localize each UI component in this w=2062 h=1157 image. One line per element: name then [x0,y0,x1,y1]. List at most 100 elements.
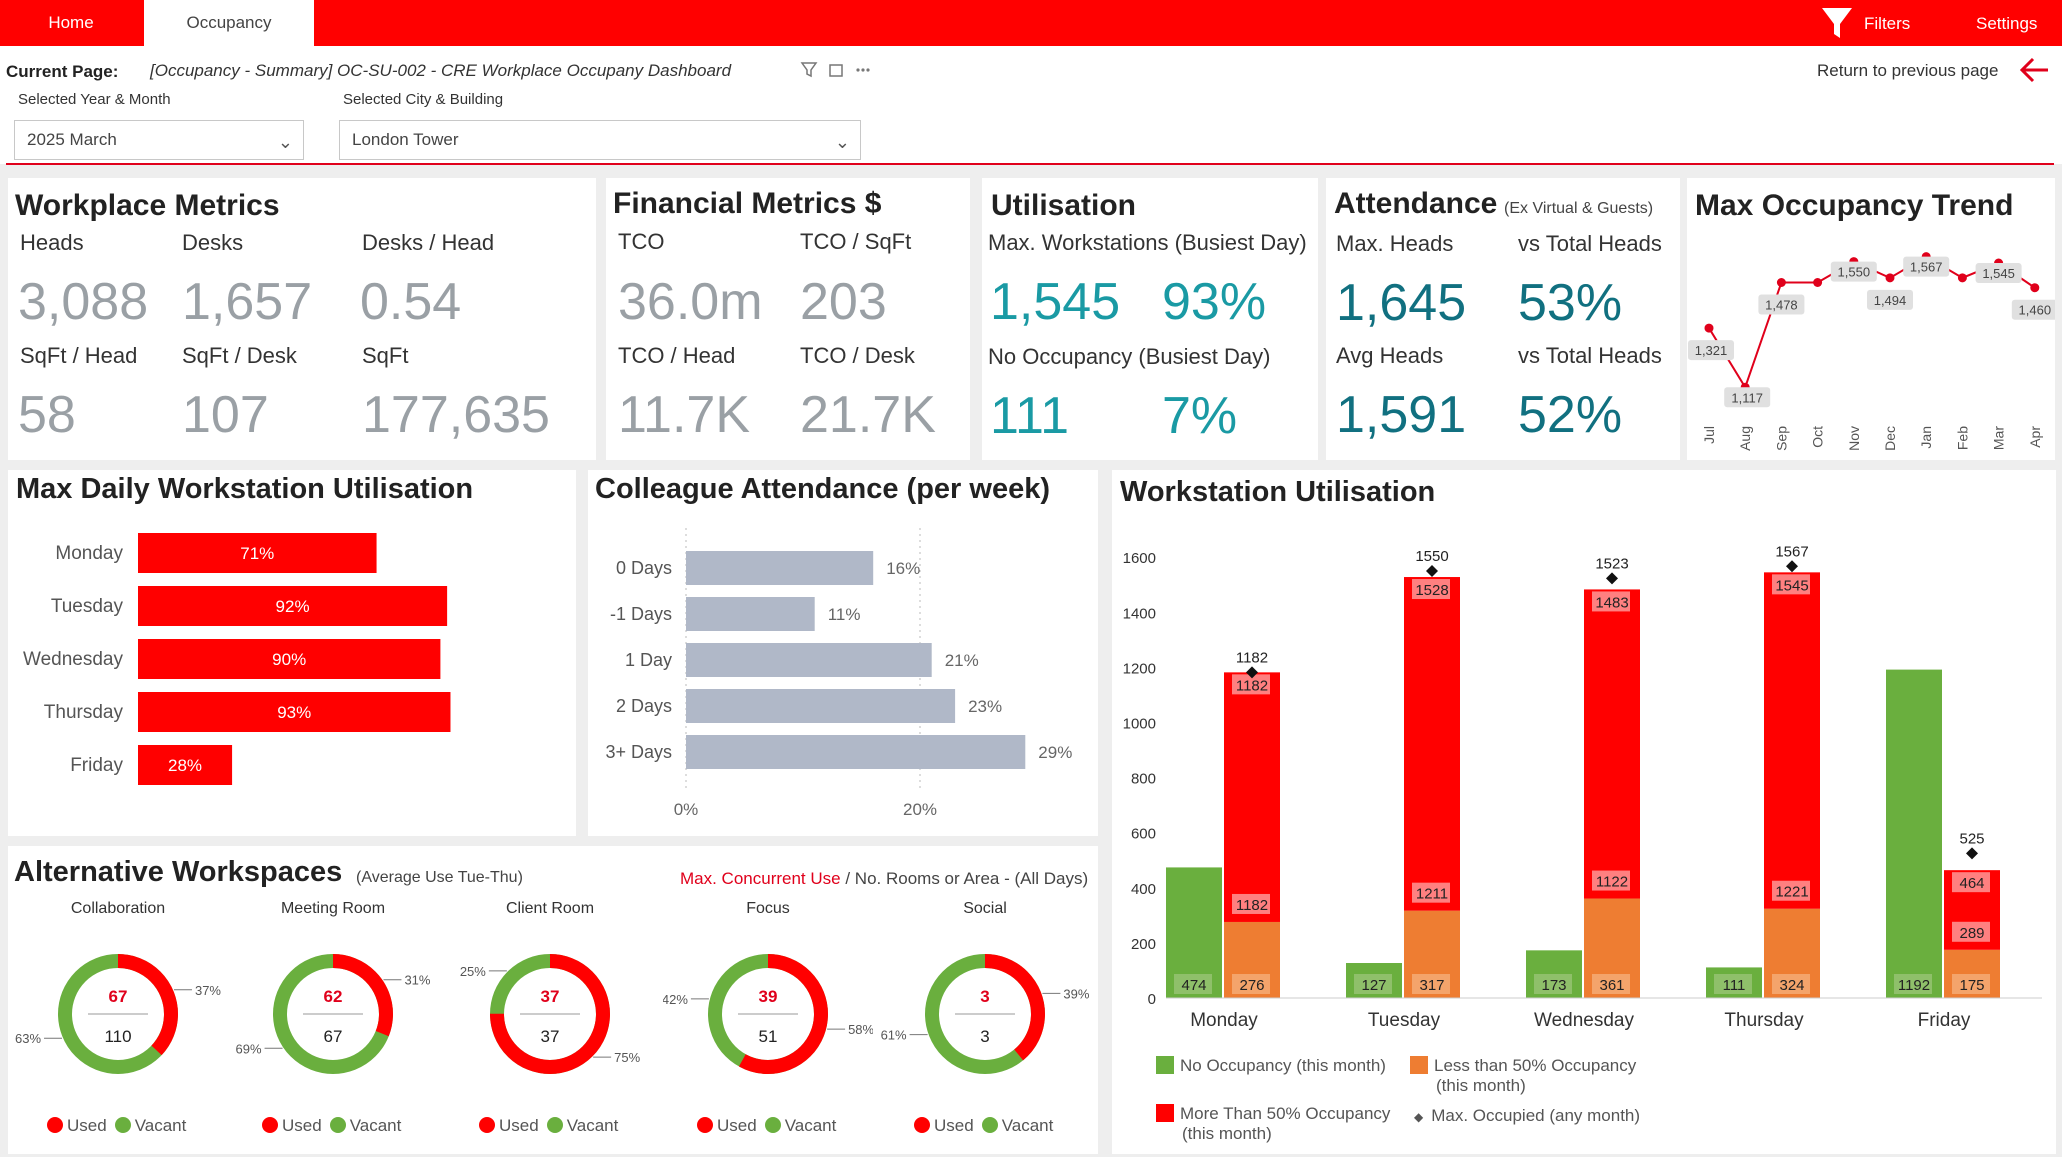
ws-label-stack-top: 1483 [1595,594,1628,611]
alternative-workspaces-card: Alternative Workspaces (Average Use Tue-… [8,846,1098,1154]
trend-label-bg [1758,294,1805,315]
legend-dot [114,1117,131,1133]
ws-y-tick: 1200 [1123,660,1156,677]
daily-category-label: Monday [55,543,123,564]
filter-icon [1822,8,1852,38]
donut-vacant-pct: 61% [881,1028,907,1043]
donut-vacant-pct: 69% [236,1041,262,1056]
legend-vacant-label: Vacant [784,1116,837,1135]
ws-y-tick: 200 [1131,936,1156,953]
focus-mode-icon[interactable] [829,64,843,77]
ws-label-stack-top: 1528 [1415,582,1448,599]
ws-max-occupied-label: 1182 [1236,649,1268,666]
legend-swatch [1410,1056,1428,1074]
donut-used-value: 37 [541,987,560,1006]
chevron-down-icon: ⌄ [834,132,850,152]
legend-label-2: (this month) [1436,1076,1526,1095]
donut-title: Client Room [505,900,595,917]
tab-home[interactable]: Home [48,13,94,32]
ws-label-no-occupancy: 111 [1723,977,1746,994]
rooms-area-label: / No. Rooms or Area - (All Days) [840,869,1089,888]
ws-category-label: Tuesday [1368,1010,1441,1030]
donut-legend: Used Vacant [697,1116,836,1136]
desks-head-value: 0.54 [360,273,462,331]
filter-icon[interactable] [800,62,818,78]
donut-total-value: 37 [541,1027,560,1046]
daily-category-label: Wednesday [23,649,123,670]
trend-x-tick: Oct [1810,426,1826,448]
trend-x-tick: Aug [1737,426,1753,451]
ws-label-less-than-50: 276 [1239,977,1264,994]
ws-label-more-than-50: 1211 [1416,886,1448,903]
donut-used-slice [925,954,1045,1074]
ws-label-more-than-50: 1122 [1596,874,1628,891]
trend-label-bg [1830,261,1877,282]
trend-point [2030,283,2040,293]
donut-client-room: Client Room 37 37 75% 25% Used Vacant [445,900,655,1140]
sqft-label: SqFt [362,343,409,368]
tco-value: 36.0m [618,273,763,331]
donut-used-pct: 31% [404,973,430,988]
city-building-select[interactable]: London Tower ⌄ [339,120,861,160]
tab-occupancy[interactable]: Occupancy [144,0,314,46]
donut-vacant-pct: 42% [663,992,688,1007]
visual-header-icons [800,62,870,78]
donut-row: Collaboration 67 110 37% 63% Used Vacant Meetin… [8,900,1098,1154]
attweek-category-label: 1 Day [625,650,672,670]
attendance-card: Attendance (Ex Virtual & Guests) Max. He… [1326,178,1680,460]
settings-button[interactable]: Settings [1976,14,2038,33]
daily-bar-label: 90% [272,650,306,669]
year-month-select[interactable]: 2025 March ⌄ [14,120,304,160]
year-month-value: 2025 March [27,130,117,149]
trend-x-tick: Dec [1882,426,1898,451]
ws-label-no-occupancy: 173 [1541,977,1566,994]
donut-chart: 62 67 31% 69% [236,954,431,1074]
more-options-icon[interactable] [856,68,860,72]
no-occ-pct: 7% [1162,387,1238,445]
max-ws-label: Max. Workstations (Busiest Day) [988,230,1307,255]
daily-bar-label: 93% [277,703,311,722]
donut-title: Focus [746,900,790,917]
attweek-bar [686,643,932,677]
legend-used-label: Used [499,1116,539,1135]
back-arrow-icon[interactable] [2018,56,2050,84]
trend-x-tick: Sep [1773,426,1789,451]
trend-data-label: 1,550 [1838,265,1871,280]
attweek-bar-label: 16% [886,559,920,578]
ws-label-more-than-50: 1221 [1775,884,1808,901]
ws-label-bg [1952,974,1990,994]
chevron-down-icon: ⌄ [277,132,293,152]
ws-label-bg [1772,974,1810,994]
filters-button[interactable]: Filters [1820,6,1960,40]
trend-label-bg [1867,289,1913,310]
attweek-category-label: 2 Days [616,696,672,716]
occupancy-trend-card: Max Occupancy Trend 1,321 Jul 1,117 Aug 1,47… [1687,178,2055,460]
sqft-head-label: SqFt / Head [20,343,138,368]
legend-used-label: Used [67,1116,107,1135]
legend-vacant-label: Vacant [134,1116,187,1135]
daily-bar [138,533,377,573]
ws-label-bg [1412,579,1450,600]
tco-desk-label: TCO / Desk [800,343,915,368]
donut-used-slice [58,954,178,1074]
ws-label-less-than-50: 175 [1959,977,1984,994]
return-label[interactable]: Return to previous page [1817,61,1999,80]
city-building-label: Selected City & Building [343,91,504,108]
year-month-label: Selected Year & Month [18,91,171,108]
alt-subtitle: (Average Use Tue-Thu) [356,869,523,886]
no-occ-value: 111 [990,387,1070,445]
legend-dot [914,1117,930,1133]
ws-label-bg [1592,870,1630,891]
workplace-metrics-card: Workplace Metrics Heads Desks Desks / He… [8,178,596,460]
legend-vacant-label: Vacant [349,1116,402,1135]
donut-vacant-pct: 63% [15,1031,41,1046]
trend-x-tick: Feb [1954,426,1970,450]
donut-total-value: 110 [104,1027,131,1046]
trend-data-label: 1,494 [1874,293,1907,308]
ws-label-stack-top: 1182 [1236,677,1268,694]
ws-label-bg [1894,974,1932,994]
donut-used-value: 39 [759,987,778,1006]
daily-category-label: Thursday [44,702,124,723]
workstation-chart: 0 200 400 600 800 1000 1200 1400 1600 474 276 1182 1… [1123,543,2042,1030]
ws-label-no-occupancy: 1192 [1898,977,1930,994]
